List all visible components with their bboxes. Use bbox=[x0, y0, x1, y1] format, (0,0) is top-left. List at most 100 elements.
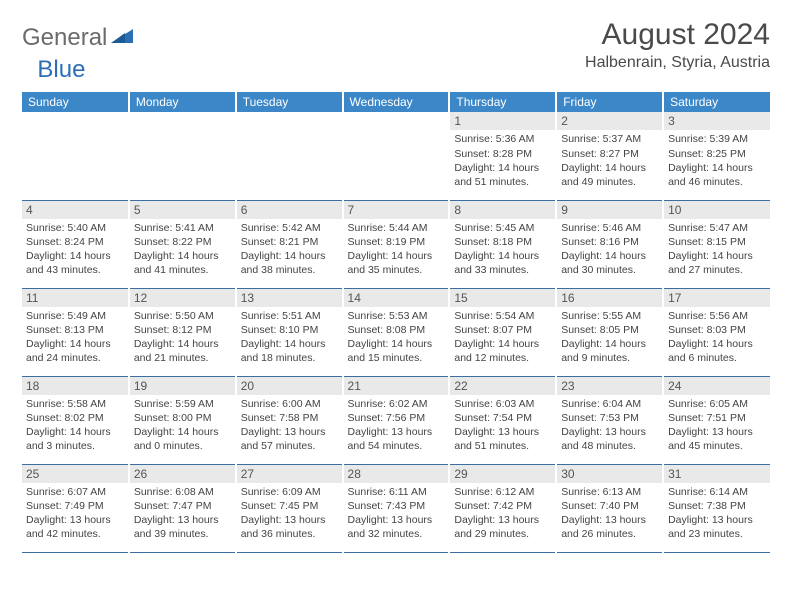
sunrise-line: Sunrise: 5:40 AM bbox=[26, 221, 124, 235]
sunrise-line: Sunrise: 5:44 AM bbox=[348, 221, 445, 235]
day-number: 21 bbox=[344, 377, 449, 395]
day-data: Sunrise: 6:07 AMSunset: 7:49 PMDaylight:… bbox=[22, 483, 128, 546]
calendar-cell: 1Sunrise: 5:36 AMSunset: 8:28 PMDaylight… bbox=[449, 112, 556, 200]
daylight-line: Daylight: 14 hours and 6 minutes. bbox=[668, 337, 766, 365]
day-data: Sunrise: 5:50 AMSunset: 8:12 PMDaylight:… bbox=[130, 307, 235, 370]
weekday-header: Sunday bbox=[22, 92, 129, 112]
day-data: Sunrise: 5:37 AMSunset: 8:27 PMDaylight:… bbox=[557, 130, 662, 193]
calendar-header-row: SundayMondayTuesdayWednesdayThursdayFrid… bbox=[22, 92, 770, 112]
daylight-line: Daylight: 13 hours and 57 minutes. bbox=[241, 425, 338, 453]
sunrise-line: Sunrise: 5:59 AM bbox=[134, 397, 231, 411]
calendar-cell: 12Sunrise: 5:50 AMSunset: 8:12 PMDayligh… bbox=[129, 288, 236, 376]
day-data: Sunrise: 5:58 AMSunset: 8:02 PMDaylight:… bbox=[22, 395, 128, 458]
calendar-cell: 7Sunrise: 5:44 AMSunset: 8:19 PMDaylight… bbox=[343, 200, 450, 288]
day-number: 7 bbox=[344, 201, 449, 219]
sunset-line: Sunset: 8:12 PM bbox=[134, 323, 231, 337]
daylight-line: Daylight: 14 hours and 27 minutes. bbox=[668, 249, 766, 277]
day-data: Sunrise: 5:46 AMSunset: 8:16 PMDaylight:… bbox=[557, 219, 662, 282]
daylight-line: Daylight: 13 hours and 39 minutes. bbox=[134, 513, 231, 541]
calendar-cell: 22Sunrise: 6:03 AMSunset: 7:54 PMDayligh… bbox=[449, 376, 556, 464]
sunset-line: Sunset: 8:02 PM bbox=[26, 411, 124, 425]
sunset-line: Sunset: 8:13 PM bbox=[26, 323, 124, 337]
calendar-cell: 4Sunrise: 5:40 AMSunset: 8:24 PMDaylight… bbox=[22, 200, 129, 288]
day-data: Sunrise: 6:00 AMSunset: 7:58 PMDaylight:… bbox=[237, 395, 342, 458]
sunrise-line: Sunrise: 6:00 AM bbox=[241, 397, 338, 411]
day-number: 28 bbox=[344, 465, 449, 483]
daylight-line: Daylight: 13 hours and 29 minutes. bbox=[454, 513, 551, 541]
sunset-line: Sunset: 8:24 PM bbox=[26, 235, 124, 249]
sunrise-line: Sunrise: 5:37 AM bbox=[561, 132, 658, 146]
day-data: Sunrise: 5:41 AMSunset: 8:22 PMDaylight:… bbox=[130, 219, 235, 282]
logo-text-blue: Blue bbox=[37, 56, 85, 84]
day-number: 19 bbox=[130, 377, 235, 395]
daylight-line: Daylight: 14 hours and 12 minutes. bbox=[454, 337, 551, 365]
daylight-line: Daylight: 14 hours and 46 minutes. bbox=[668, 161, 766, 189]
sunrise-line: Sunrise: 5:50 AM bbox=[134, 309, 231, 323]
calendar-cell: 20Sunrise: 6:00 AMSunset: 7:58 PMDayligh… bbox=[236, 376, 343, 464]
daylight-line: Daylight: 13 hours and 23 minutes. bbox=[668, 513, 766, 541]
weekday-header: Wednesday bbox=[343, 92, 450, 112]
calendar-cell: 3Sunrise: 5:39 AMSunset: 8:25 PMDaylight… bbox=[663, 112, 770, 200]
day-number: 17 bbox=[664, 289, 770, 307]
sunset-line: Sunset: 7:58 PM bbox=[241, 411, 338, 425]
calendar-row: 25Sunrise: 6:07 AMSunset: 7:49 PMDayligh… bbox=[22, 464, 770, 552]
day-number: 5 bbox=[130, 201, 235, 219]
calendar-cell: 14Sunrise: 5:53 AMSunset: 8:08 PMDayligh… bbox=[343, 288, 450, 376]
sunrise-line: Sunrise: 5:46 AM bbox=[561, 221, 658, 235]
day-data: Sunrise: 6:13 AMSunset: 7:40 PMDaylight:… bbox=[557, 483, 662, 546]
daylight-line: Daylight: 14 hours and 38 minutes. bbox=[241, 249, 338, 277]
day-data: Sunrise: 5:55 AMSunset: 8:05 PMDaylight:… bbox=[557, 307, 662, 370]
calendar-cell: 5Sunrise: 5:41 AMSunset: 8:22 PMDaylight… bbox=[129, 200, 236, 288]
day-number: 4 bbox=[22, 201, 128, 219]
daylight-line: Daylight: 14 hours and 49 minutes. bbox=[561, 161, 658, 189]
daylight-line: Daylight: 13 hours and 42 minutes. bbox=[26, 513, 124, 541]
day-data: Sunrise: 5:47 AMSunset: 8:15 PMDaylight:… bbox=[664, 219, 770, 282]
sunset-line: Sunset: 8:22 PM bbox=[134, 235, 231, 249]
sunset-line: Sunset: 8:03 PM bbox=[668, 323, 766, 337]
calendar-row: 11Sunrise: 5:49 AMSunset: 8:13 PMDayligh… bbox=[22, 288, 770, 376]
calendar-cell: 9Sunrise: 5:46 AMSunset: 8:16 PMDaylight… bbox=[556, 200, 663, 288]
sunset-line: Sunset: 7:51 PM bbox=[668, 411, 766, 425]
calendar-cell: 26Sunrise: 6:08 AMSunset: 7:47 PMDayligh… bbox=[129, 464, 236, 552]
calendar-cell: 23Sunrise: 6:04 AMSunset: 7:53 PMDayligh… bbox=[556, 376, 663, 464]
daylight-line: Daylight: 13 hours and 36 minutes. bbox=[241, 513, 338, 541]
day-number: 25 bbox=[22, 465, 128, 483]
calendar-cell bbox=[129, 112, 236, 200]
day-number: 16 bbox=[557, 289, 662, 307]
sunrise-line: Sunrise: 6:04 AM bbox=[561, 397, 658, 411]
sunrise-line: Sunrise: 6:02 AM bbox=[348, 397, 445, 411]
calendar-cell: 27 Sunrise: 6:09 AMSunset: 7:45 PMDayligh… bbox=[236, 464, 343, 552]
daylight-line: Daylight: 14 hours and 21 minutes. bbox=[134, 337, 231, 365]
daylight-line: Daylight: 13 hours and 48 minutes. bbox=[561, 425, 658, 453]
day-data: Sunrise: 5:49 AMSunset: 8:13 PMDaylight:… bbox=[22, 307, 128, 370]
daylight-line: Daylight: 14 hours and 18 minutes. bbox=[241, 337, 338, 365]
sunrise-line: Sunrise: 6:09 AM bbox=[241, 485, 338, 499]
day-data: Sunrise: 6:08 AMSunset: 7:47 PMDaylight:… bbox=[130, 483, 235, 546]
day-data: Sunrise: 5:53 AMSunset: 8:08 PMDaylight:… bbox=[344, 307, 449, 370]
day-number: 29 bbox=[450, 465, 555, 483]
day-number: 12 bbox=[130, 289, 235, 307]
day-data: Sunrise: 5:51 AMSunset: 8:10 PMDaylight:… bbox=[237, 307, 342, 370]
sunset-line: Sunset: 7:47 PM bbox=[134, 499, 231, 513]
calendar-cell: 6Sunrise: 5:42 AMSunset: 8:21 PMDaylight… bbox=[236, 200, 343, 288]
day-number: 27 bbox=[237, 465, 342, 483]
sunrise-line: Sunrise: 5:47 AM bbox=[668, 221, 766, 235]
day-number: 10 bbox=[664, 201, 770, 219]
calendar-cell: 30Sunrise: 6:13 AMSunset: 7:40 PMDayligh… bbox=[556, 464, 663, 552]
day-data: Sunrise: 5:40 AMSunset: 8:24 PMDaylight:… bbox=[22, 219, 128, 282]
calendar-cell: 31Sunrise: 6:14 AMSunset: 7:38 PMDayligh… bbox=[663, 464, 770, 552]
weekday-header: Tuesday bbox=[236, 92, 343, 112]
weekday-header: Friday bbox=[556, 92, 663, 112]
day-data: Sunrise: 6:03 AMSunset: 7:54 PMDaylight:… bbox=[450, 395, 555, 458]
daylight-line: Daylight: 13 hours and 45 minutes. bbox=[668, 425, 766, 453]
day-number: 2 bbox=[557, 112, 662, 130]
daylight-line: Daylight: 13 hours and 54 minutes. bbox=[348, 425, 445, 453]
daylight-line: Daylight: 14 hours and 51 minutes. bbox=[454, 161, 551, 189]
calendar-row: 1Sunrise: 5:36 AMSunset: 8:28 PMDaylight… bbox=[22, 112, 770, 200]
weekday-header: Saturday bbox=[663, 92, 770, 112]
sunrise-line: Sunrise: 5:58 AM bbox=[26, 397, 124, 411]
sunset-line: Sunset: 8:16 PM bbox=[561, 235, 658, 249]
calendar-cell: 15Sunrise: 5:54 AMSunset: 8:07 PMDayligh… bbox=[449, 288, 556, 376]
day-number: 31 bbox=[664, 465, 770, 483]
sunset-line: Sunset: 7:45 PM bbox=[241, 499, 338, 513]
